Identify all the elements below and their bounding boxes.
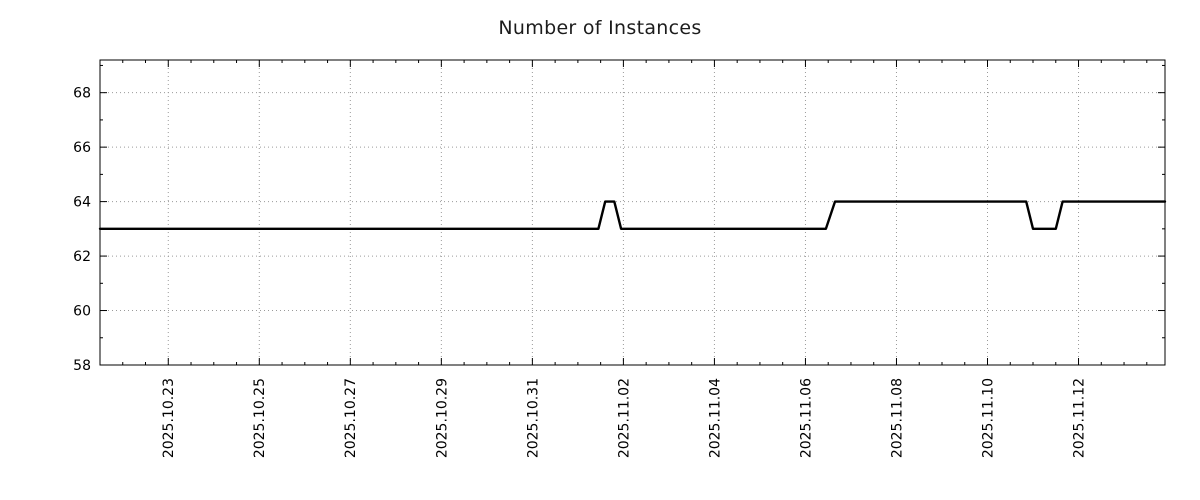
x-tick-label: 2025.10.29	[434, 378, 450, 458]
gridlines	[100, 60, 1165, 366]
y-tick-label: 58	[73, 358, 91, 374]
y-tick-label: 60	[73, 303, 91, 319]
x-tick-label: 2025.11.10	[980, 378, 996, 458]
x-tick-label: 2025.11.12	[1071, 378, 1087, 458]
x-tick-label: 2025.11.08	[889, 378, 905, 458]
chart-title: Number of Instances	[498, 17, 702, 39]
axis-labels: 2025.10.23 2025.10.25 2025.10.27 2025.10.29…	[73, 86, 1087, 459]
y-tick-label: 64	[73, 195, 91, 211]
x-tick-label: 2025.11.06	[798, 378, 814, 458]
y-tick-label: 68	[73, 86, 91, 102]
series-line-instances	[98, 200, 1167, 231]
plot-border	[99, 59, 1166, 366]
series	[98, 200, 1167, 231]
y-tick-label: 62	[73, 249, 91, 265]
x-tick-label: 2025.10.31	[525, 378, 541, 458]
x-tick-label: 2025.11.02	[616, 378, 632, 458]
y-tick-label: 66	[73, 140, 91, 156]
x-tick-label: 2025.10.23	[161, 378, 177, 458]
x-tick-label: 2025.10.25	[252, 378, 268, 458]
x-tick-label: 2025.11.04	[707, 378, 723, 458]
x-tick-label: 2025.10.27	[343, 378, 359, 458]
